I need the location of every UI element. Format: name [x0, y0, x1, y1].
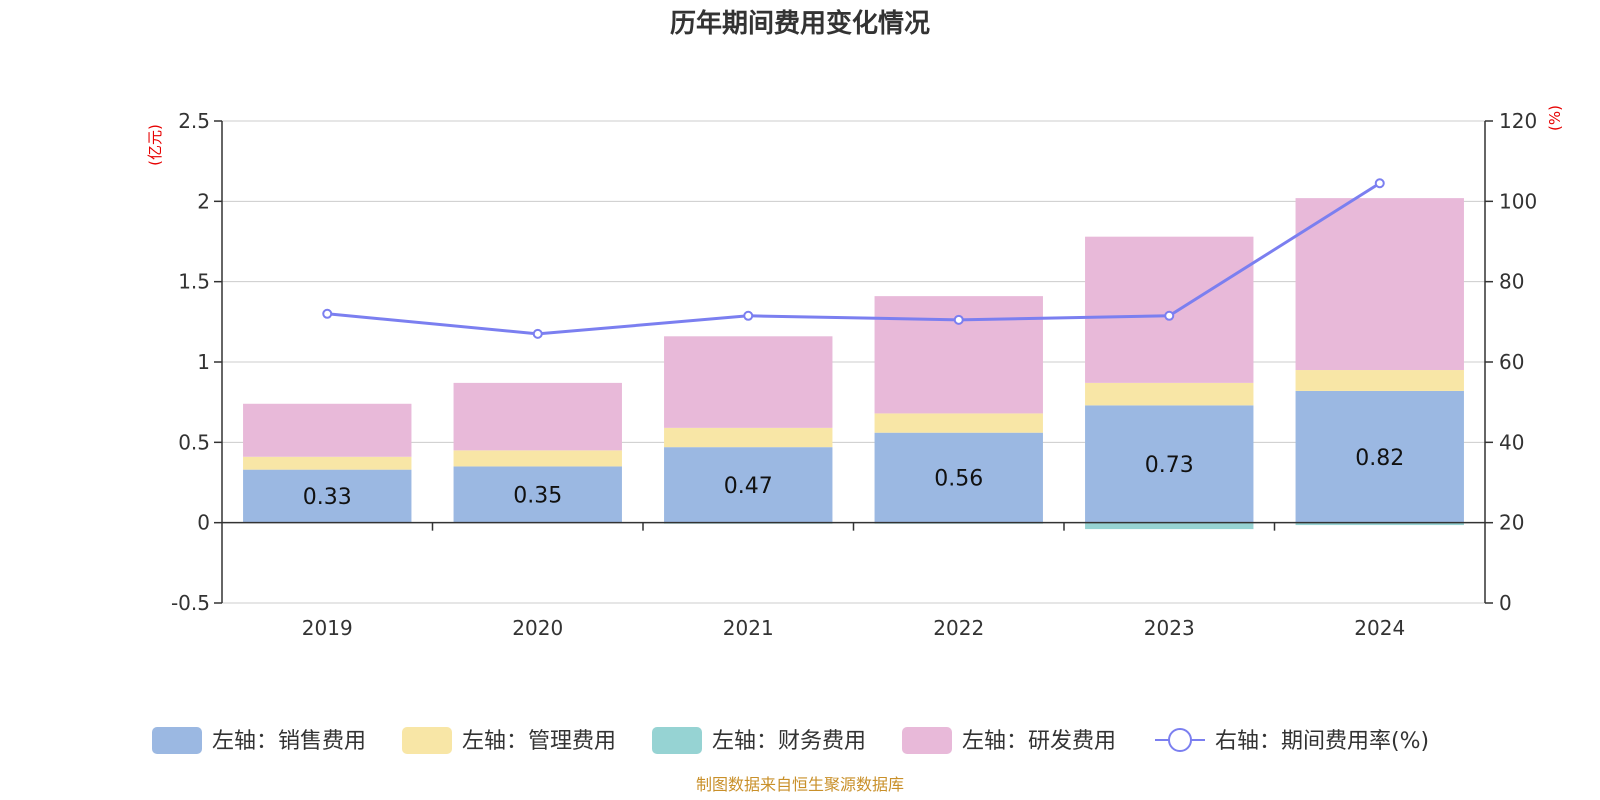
legend-label: 左轴：财务费用	[712, 729, 866, 754]
x-tick-label: 2019	[302, 616, 353, 640]
bar-segment	[243, 456, 412, 470]
bar-segment	[874, 296, 1043, 414]
bar-segment	[1295, 198, 1464, 371]
bar-segment	[1085, 382, 1254, 406]
right-tick-label: 20	[1499, 511, 1524, 535]
bar-segment	[453, 450, 622, 467]
data-label: 0.56	[934, 467, 983, 492]
right-tick-label: 80	[1499, 270, 1524, 294]
bar-segment	[1085, 522, 1254, 530]
left-tick-label: 0.5	[178, 430, 210, 454]
x-tick-label: 2021	[723, 616, 774, 640]
bar-segment	[1295, 370, 1464, 391]
rate-point	[1374, 178, 1385, 189]
legend-item: 左轴：销售费用	[152, 727, 366, 754]
legend-item: 右轴：期间费用率(%)	[1155, 728, 1429, 754]
left-tick-label: 2	[197, 189, 210, 213]
bar-segment	[874, 432, 1043, 523]
bars	[243, 198, 1464, 530]
bar-segment	[243, 403, 412, 457]
bar-segment	[874, 413, 1043, 433]
rate-point	[743, 310, 754, 321]
bar-segment	[664, 447, 833, 523]
data-label: 0.47	[724, 474, 773, 499]
legend-item: 左轴：财务费用	[652, 727, 866, 754]
left-tick-label: 1.5	[178, 270, 210, 294]
rate-point	[322, 308, 333, 319]
left-tick-label: 2.5	[178, 109, 210, 133]
rate-line	[322, 178, 1385, 339]
data-label: 0.35	[513, 484, 562, 509]
legend-label: 左轴：研发费用	[962, 729, 1116, 754]
x-tick-label: 2024	[1354, 616, 1405, 640]
legend-label: 左轴：销售费用	[212, 729, 366, 754]
legend-label: 右轴：期间费用率(%)	[1215, 729, 1429, 754]
bar-segment	[1295, 522, 1464, 526]
bar-segment	[1085, 405, 1254, 523]
data-label: 0.33	[303, 485, 352, 510]
x-tick-label: 2020	[512, 616, 563, 640]
right-tick-label: 120	[1499, 109, 1537, 133]
grid	[222, 120, 1485, 604]
source-note: 制图数据来自恒生聚源数据库	[696, 775, 904, 794]
right-tick-label: 40	[1499, 430, 1524, 454]
bar-segment	[243, 469, 412, 523]
legend-swatch	[402, 727, 452, 754]
data-label: 0.73	[1145, 453, 1194, 478]
legend-label: 左轴：管理费用	[462, 729, 616, 754]
rate-point	[1164, 310, 1175, 321]
bar-segment	[453, 382, 622, 451]
x-tick-label: 2022	[933, 616, 984, 640]
data-label: 0.82	[1355, 446, 1404, 471]
legend-swatch	[152, 727, 202, 754]
legend-marker	[1168, 728, 1192, 752]
legend-swatch	[652, 727, 702, 754]
legend-item: 左轴：管理费用	[402, 727, 616, 754]
right-axis-unit: (%)	[1546, 105, 1564, 131]
left-axis-unit: (亿元)	[146, 124, 164, 166]
bar-segment	[453, 466, 622, 523]
left-tick-label: 1	[197, 350, 210, 374]
bar-segment	[1085, 236, 1254, 383]
rate-line-path	[327, 181, 1381, 336]
bar-segment	[1295, 390, 1464, 523]
bar-segment	[664, 336, 833, 428]
bar-segment	[664, 427, 833, 448]
axes: -0.5 0 0.5 1 1.5 2 2.5 0 20 40 60 80 100 120 2019 2020 2…	[171, 109, 1537, 640]
legend-swatch	[902, 727, 952, 754]
bar-labels: 0.33 0.35 0.47 0.56 0.73 0.82	[303, 446, 1404, 510]
rate-point	[532, 328, 543, 339]
legend: 左轴：销售费用 左轴：管理费用 左轴：财务费用 左轴：研发费用 右轴：期间费用率(%)	[152, 727, 1429, 754]
right-tick-label: 60	[1499, 350, 1524, 374]
right-tick-label: 100	[1499, 189, 1537, 213]
left-tick-label: -0.5	[171, 591, 210, 615]
rate-point	[953, 314, 964, 325]
chart-title: 历年期间费用变化情况	[670, 8, 930, 39]
left-tick-label: 0	[197, 511, 210, 535]
legend-item: 左轴：研发费用	[902, 727, 1116, 754]
right-tick-label: 0	[1499, 591, 1512, 615]
x-tick-label: 2023	[1144, 616, 1195, 640]
